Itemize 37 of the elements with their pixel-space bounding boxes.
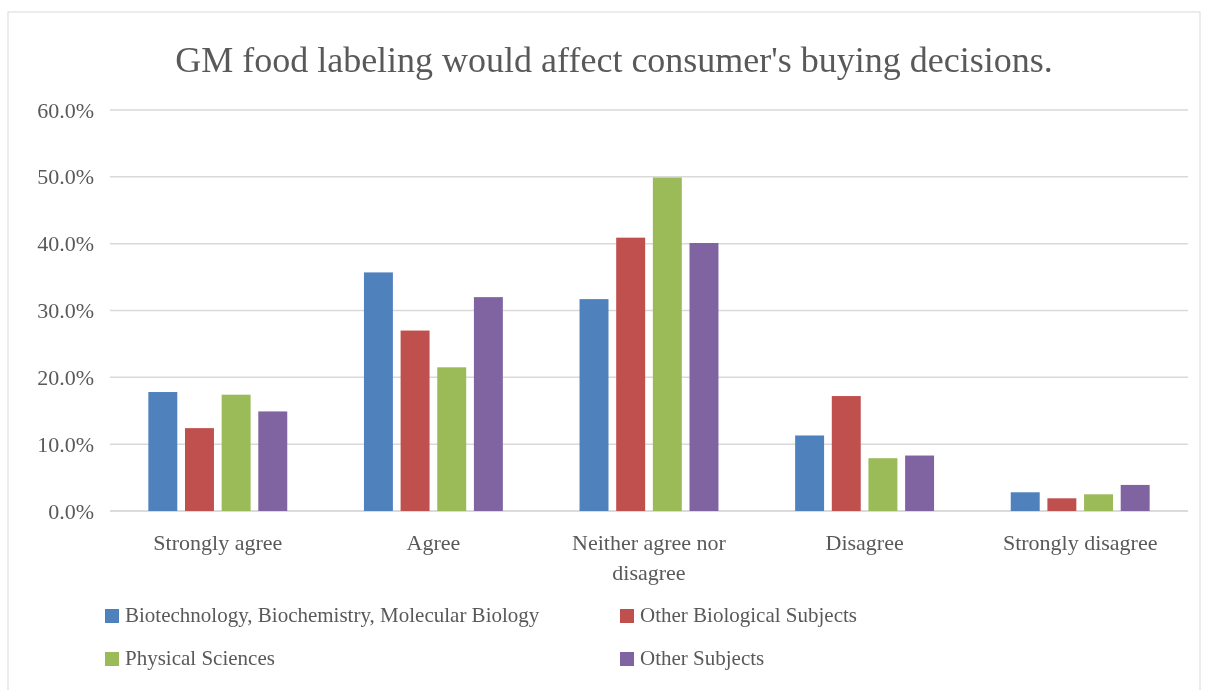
bar [363, 272, 393, 511]
bar [868, 458, 898, 511]
y-tick-label: 60.0% [37, 97, 94, 123]
bar [652, 177, 682, 511]
bar [905, 455, 935, 511]
bar [400, 330, 430, 511]
legend-label: Other Biological Subjects [640, 603, 857, 627]
x-tick-label: Neither agree nor disagree [572, 530, 727, 585]
bar [437, 367, 467, 511]
bar [689, 243, 719, 511]
legend-label: Biotechnology, Biochemistry, Molecular Biology [125, 603, 540, 627]
bar [148, 392, 178, 511]
y-tick-label: 10.0% [37, 431, 94, 457]
bar [616, 237, 646, 511]
bar [473, 297, 503, 511]
bar [1047, 498, 1077, 511]
bar [1120, 484, 1150, 511]
bar [795, 435, 825, 511]
legend-label: Physical Sciences [125, 646, 275, 670]
bar [1084, 494, 1114, 511]
bar [1010, 492, 1040, 511]
y-tick-label: 50.0% [37, 164, 94, 190]
y-tick-label: 20.0% [37, 364, 94, 390]
chart-title: GM food labeling would affect consumer's buying decisions. [175, 40, 1053, 80]
bar [579, 299, 609, 511]
y-tick-label: 30.0% [37, 298, 94, 324]
bar [258, 411, 288, 511]
y-tick-label: 40.0% [37, 231, 94, 257]
y-tick-label: 0.0% [48, 498, 94, 524]
legend-label: Other Subjects [640, 646, 765, 670]
x-tick-label: Strongly agree [153, 530, 283, 555]
bar [831, 396, 861, 511]
x-tick-label: Strongly disagree [1002, 530, 1158, 555]
x-tick-label: Disagree [825, 530, 904, 555]
bar [185, 428, 214, 511]
bar [221, 394, 251, 511]
x-tick-label: Agree [406, 530, 461, 555]
